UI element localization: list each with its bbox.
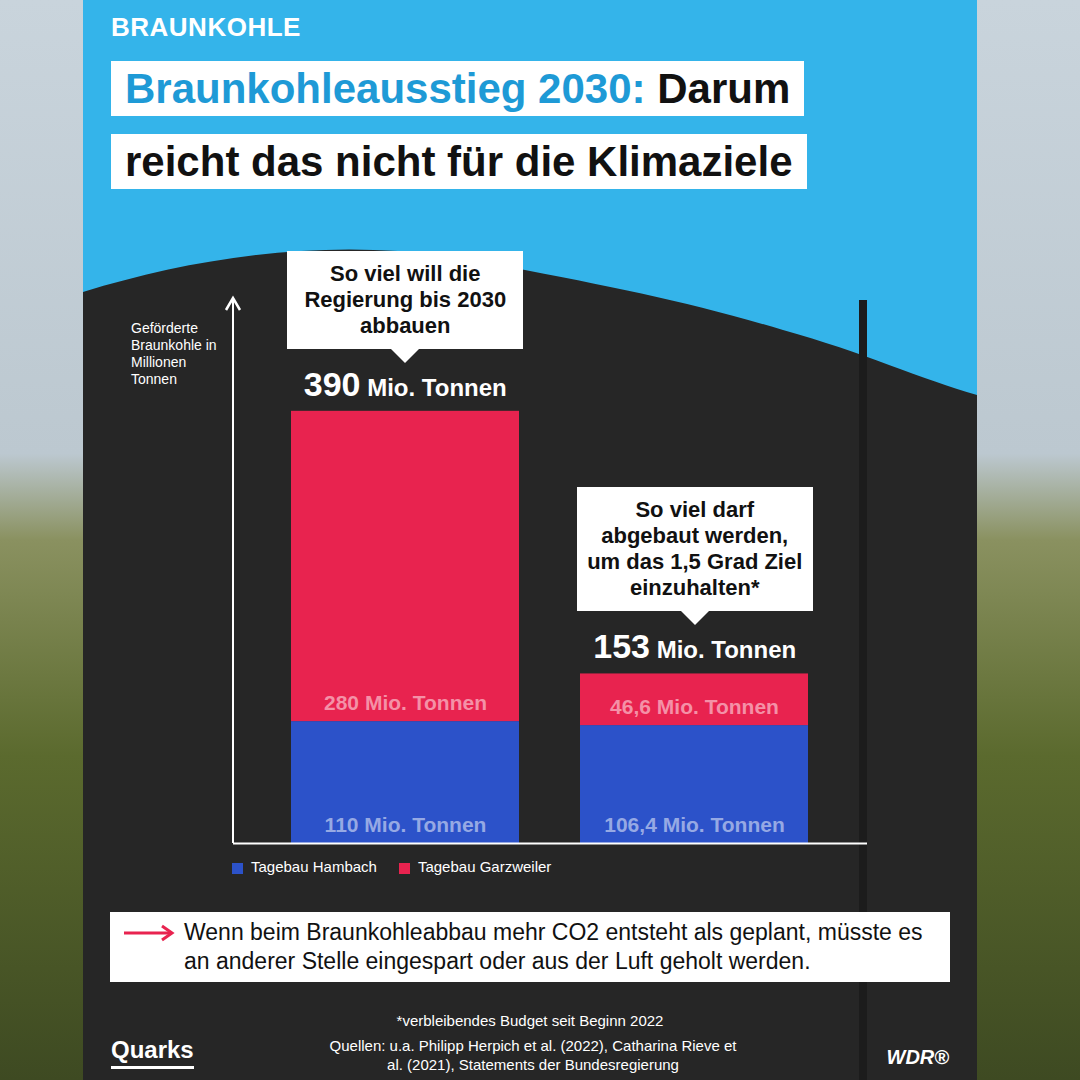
html-text:Tagebau Hambach: Tagebau Hambach (251, 858, 377, 875)
html-text:BRAUNKOHLE: BRAUNKOHLE (111, 12, 301, 42)
html-text:153Mio. Tonnen: 153Mio. Tonnen (593, 627, 797, 666)
svg-text:280 Mio. Tonnen: 280 Mio. Tonnen (324, 691, 487, 714)
svg-text:106,4 Mio. Tonnen: 106,4 Mio. Tonnen (604, 813, 784, 836)
html-text:*verbleibendes Budget seit Beg: *verbleibendes Budget seit Beginn 2022 (396, 1012, 664, 1029)
html-text:WDR®: WDR® (886, 1046, 949, 1068)
html-text:So viel darf abgebaut werden,: So viel darf abgebaut werden, um das 1,5… (587, 497, 803, 601)
html-text:Quarks: Quarks (111, 1036, 194, 1063)
html-text:Tagebau Garzweiler: Tagebau Garzweiler (417, 858, 552, 875)
html-text:Geförderte Braunkohle in Milli: Geförderte Braunkohle in Millionen Tonne… (131, 320, 217, 387)
svg-text:46,6 Mio. Tonnen: 46,6 Mio. Tonnen (610, 695, 779, 718)
html-text:Wenn beim Braunkohleabbau mehr: Wenn beim Braunkohleabbau mehr CO2 entst… (184, 919, 923, 974)
html-text:390Mio. Tonnen: 390Mio. Tonnen (303, 364, 507, 403)
html-text:So viel will die Regierung bis: So viel will die Regierung bis 2030 abba… (304, 260, 507, 338)
svg-text:110 Mio. Tonnen: 110 Mio. Tonnen (325, 813, 487, 836)
html-text:Quellen: u.a. Philipp Herpich: Quellen: u.a. Philipp Herpich et al. (20… (329, 1037, 737, 1073)
html-text:Braunkohleausstieg 2030: Darum: Braunkohleausstieg 2030: Darum reicht da… (125, 65, 793, 185)
